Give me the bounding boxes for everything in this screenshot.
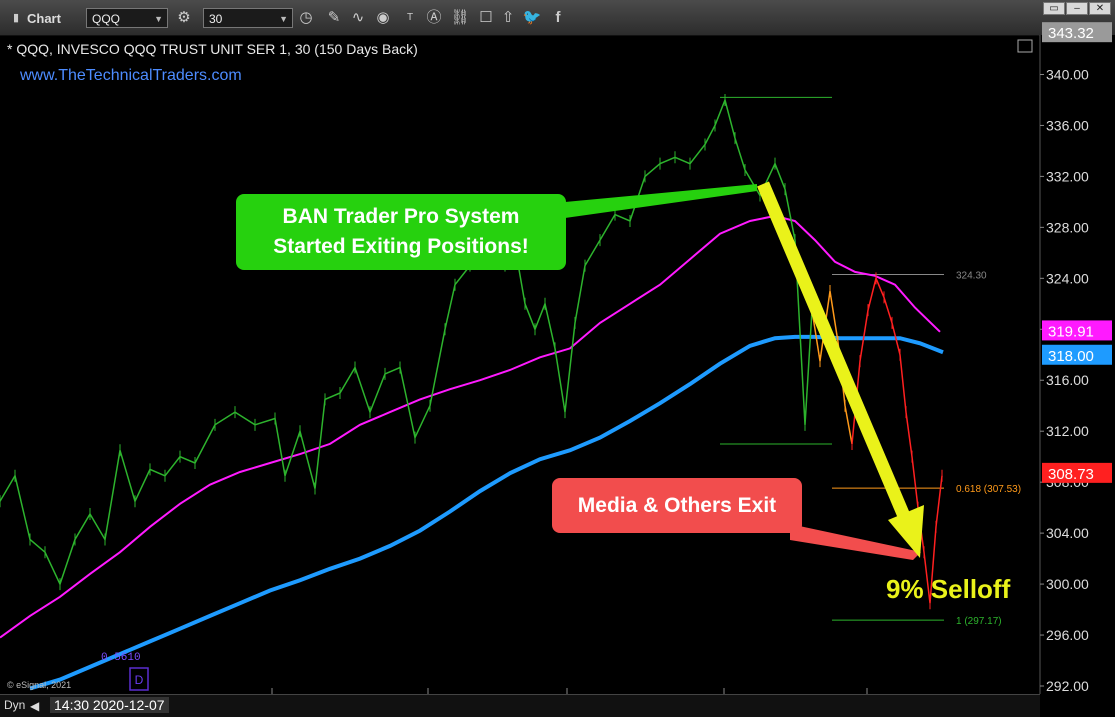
yellow-arrow-shaft [757, 181, 910, 519]
tools-icon[interactable]: T [406, 12, 414, 23]
y-tick-label: 340.00 [1046, 66, 1089, 82]
watermark-text: 0.5610 [101, 652, 141, 664]
cursor-time: 14:30 2020-12-07 [50, 697, 169, 713]
d-icon [129, 667, 149, 691]
settings-icon[interactable]: ⚙ [177, 9, 191, 26]
toolbar: ▮ Chart QQQ ▼ ⚙ 30 ▼ ◷ ✎ ∿ ◉ T Ⓐ ⛓ ☐ ⇧ 🐦… [0, 0, 1115, 36]
green-arrow [565, 184, 757, 218]
y-tick-label: 328.00 [1046, 219, 1089, 235]
fib-label: 1 (297.17) [956, 616, 1002, 627]
bottom-bar: Dyn ◀ 14:30 2020-12-07 [0, 694, 1040, 717]
facebook-icon[interactable]: f [555, 9, 561, 26]
y-tick-label: 312.00 [1046, 423, 1089, 439]
up-arrow-icon[interactable]: ⇧ [501, 9, 515, 26]
red-annotation: Media & Others Exit [552, 478, 802, 533]
price-segment-2 [851, 275, 943, 604]
red-arrow [790, 524, 921, 560]
price-badge-label: 318.00 [1048, 348, 1094, 365]
selloff-label: 9% Selloff [886, 574, 1011, 604]
price-badge [1042, 462, 1112, 483]
scroll-left-icon[interactable]: ◀ [30, 699, 40, 713]
price-axis[interactable] [1040, 35, 1115, 695]
fib-label: 324.30 [956, 270, 987, 281]
interval-input[interactable]: 30 ▼ [203, 8, 293, 28]
website-text[interactable]: www.TheTechnicalTraders.com [19, 67, 242, 84]
fib-label: 0.618 (307.53) [956, 484, 1021, 495]
y-tick-label: 316.00 [1046, 372, 1089, 388]
green-annotation: BAN Trader Pro System Started Exiting Po… [236, 194, 566, 270]
symbol-value: QQQ [92, 12, 121, 26]
wave-icon[interactable]: ∿ [351, 9, 365, 26]
price-badge-label: 343.32 [1048, 25, 1094, 42]
interval-value: 30 [209, 12, 223, 26]
y-tick-label: 300.00 [1046, 576, 1089, 592]
y-tick-label: 324.00 [1046, 270, 1089, 286]
price-segment-0 [0, 97, 813, 587]
ma-blue-line [29, 334, 944, 691]
chart-icon: ▮ [12, 12, 20, 24]
close-button[interactable]: ✕ [1089, 2, 1111, 15]
clock-icon[interactable]: ◷ [299, 9, 313, 26]
chevron-down-icon[interactable]: ▼ [154, 14, 163, 24]
y-tick-label: 304.00 [1046, 525, 1089, 541]
y-tick-label: 336.00 [1046, 117, 1089, 133]
price-badge-label: 308.73 [1048, 466, 1094, 483]
price-badges: 343.32 319.91 318.00 308.73 [1042, 22, 1112, 483]
chat-icon[interactable]: ☐ [479, 9, 493, 26]
copyright-text: © eSignal, 2021 [7, 680, 71, 690]
price-badge-label: 319.91 [1048, 323, 1094, 340]
mode-label[interactable]: Dyn [4, 698, 26, 712]
price-segment-1 [811, 290, 853, 445]
price-badge [1042, 22, 1112, 43]
maximize-icon[interactable] [1017, 39, 1033, 53]
twitter-icon[interactable]: 🐦 [522, 9, 542, 26]
yellow-arrow-head [888, 505, 924, 558]
alert-icon[interactable]: Ⓐ [426, 9, 442, 26]
series-group [0, 93, 944, 691]
symbol-input[interactable]: QQQ ▼ [86, 8, 168, 28]
app-label: Chart [27, 11, 61, 26]
y-tick-label: 296.00 [1046, 627, 1089, 643]
cursor-icon[interactable]: ◉ [376, 9, 390, 26]
chart-title: * QQQ, INVESCO QQQ TRUST UNIT SER 1, 30 … [7, 41, 418, 57]
price-badge [1042, 344, 1112, 365]
restore-button[interactable]: ▭ [1043, 2, 1065, 15]
pencil-icon[interactable]: ✎ [327, 9, 341, 26]
y-tick-label: 292.00 [1046, 678, 1089, 694]
price-badge [1042, 320, 1112, 341]
d-icon-letter: D [135, 673, 144, 687]
ma-magenta-line [0, 214, 941, 639]
y-tick-label: 332.00 [1046, 168, 1089, 184]
minimize-button[interactable]: – [1066, 2, 1088, 15]
link-icon[interactable]: ⛓ [450, 9, 470, 26]
chevron-down-icon[interactable]: ▼ [279, 14, 288, 24]
